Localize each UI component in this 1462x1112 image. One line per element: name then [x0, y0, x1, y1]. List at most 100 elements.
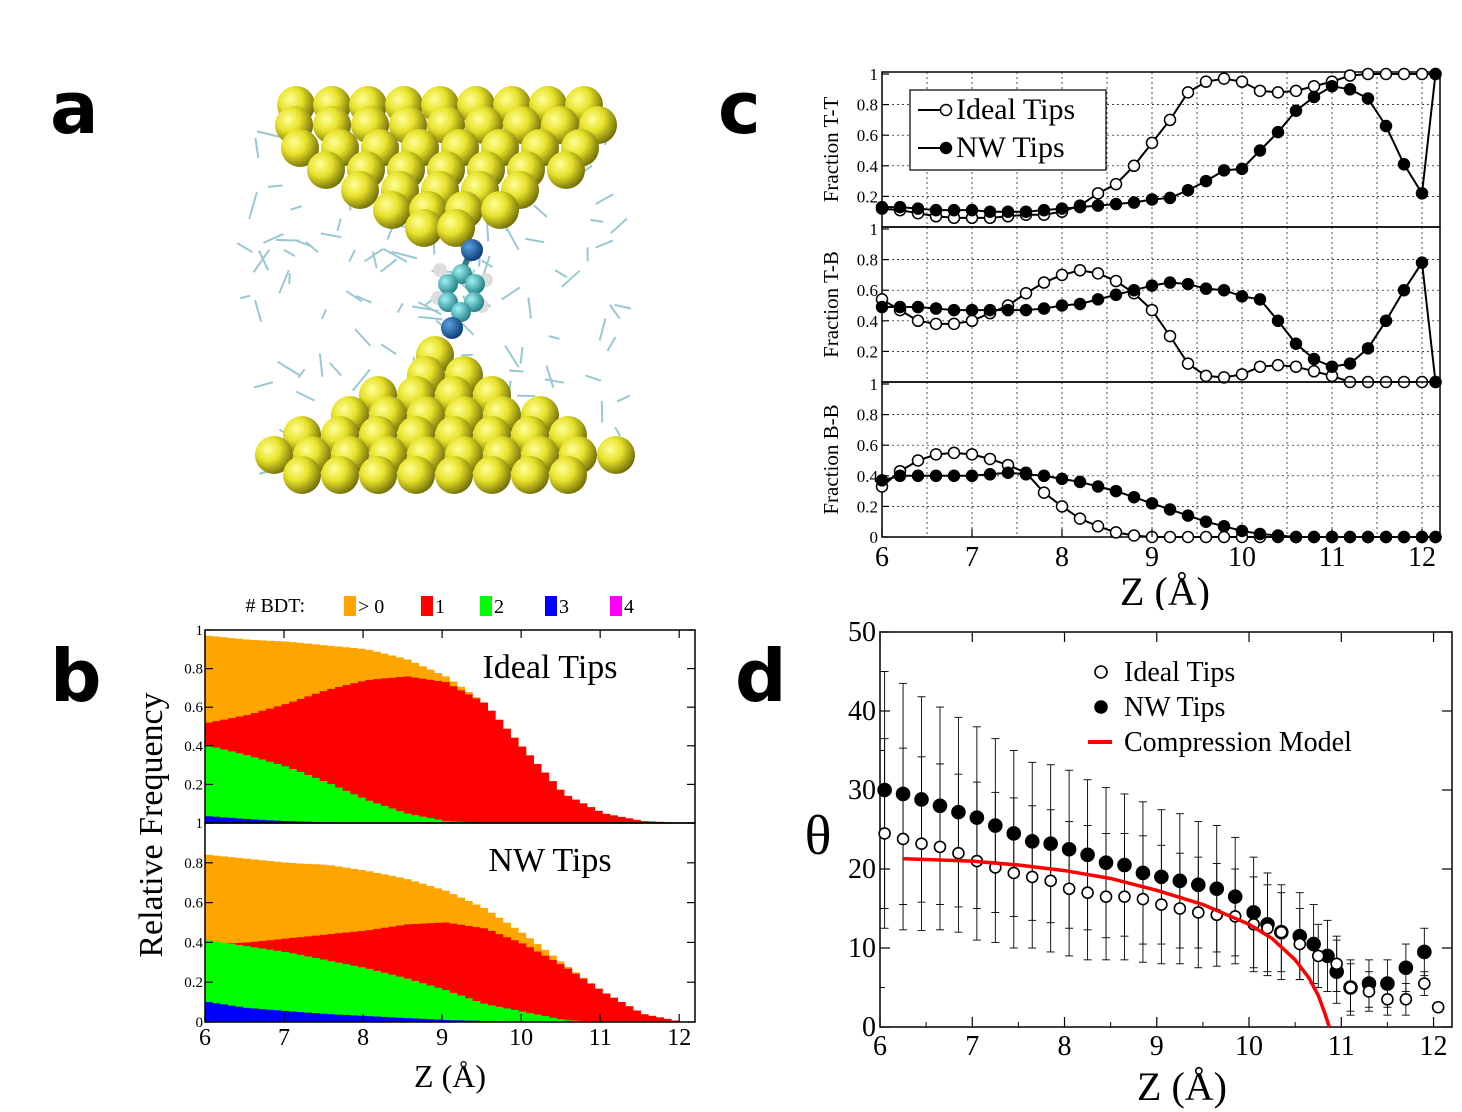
data-point-ideal	[1271, 86, 1285, 99]
legend-label: NW Tips	[1124, 692, 1225, 723]
data-point-nw	[1037, 302, 1051, 315]
gold-atom	[597, 436, 635, 474]
panel-d-chart: 0 10 20 30 40 50 6 7 8 9 10 11 12 Ideal Tips NW Tips Co…	[805, 617, 1453, 1109]
data-point-nw	[1127, 490, 1141, 504]
data-point-ideal	[1311, 949, 1325, 963]
data-point-nw	[1397, 158, 1411, 171]
x-tick-label: 6	[199, 1025, 211, 1051]
ligand-stick	[258, 250, 270, 271]
data-point-nw	[1109, 288, 1123, 302]
legend-label: Ideal Tips	[956, 93, 1075, 126]
ligand-stick	[329, 362, 342, 377]
x-tick-label: 7	[965, 1031, 979, 1062]
y-tick-label: 0.4	[184, 935, 203, 951]
data-point-ideal	[1275, 925, 1288, 939]
data-point-ideal	[1289, 360, 1303, 373]
data-point-nw	[1199, 282, 1213, 295]
data-point-ideal	[929, 317, 943, 331]
ligand-stick	[545, 365, 555, 388]
data-point-nw	[1217, 520, 1231, 533]
data-point-nw	[1055, 472, 1069, 486]
data-point-ideal	[1055, 500, 1069, 513]
data-point-nw	[911, 300, 925, 314]
data-point-nw	[1397, 283, 1411, 297]
data-point-nw	[875, 200, 889, 214]
data-point-ideal	[1397, 67, 1411, 81]
y-tick-label: 0.8	[857, 251, 878, 270]
data-point-ideal	[929, 448, 943, 461]
ligand-stick	[527, 297, 532, 319]
series-line-ideal	[881, 451, 1436, 538]
x-axis-label: Z (Å)	[1137, 1064, 1227, 1109]
y-tick-label: 0.2	[184, 777, 203, 793]
data-point-ideal	[1181, 86, 1195, 99]
data-point-nw	[893, 200, 907, 214]
data-point-nw	[1181, 277, 1195, 291]
y-tick-label: 10	[848, 933, 876, 964]
y-tick-label: 0.2	[857, 187, 878, 206]
data-point-ideal	[1399, 993, 1413, 1006]
data-point-nw	[1163, 503, 1177, 516]
y-axis-label: Fraction T-B	[819, 251, 843, 358]
ligand-stick	[461, 353, 473, 357]
y-tick-label: 0.4	[857, 312, 879, 331]
gold-atom	[405, 209, 443, 247]
data-point-nw	[1307, 530, 1321, 544]
molecular-junction-image	[236, 86, 635, 494]
data-point-ideal	[1062, 882, 1076, 896]
gold-atom	[437, 209, 475, 247]
y-tick-label: 0.6	[857, 281, 878, 300]
ligand-stick	[297, 368, 306, 379]
ligand-stick	[354, 328, 372, 347]
x-tick-label: 11	[1319, 542, 1346, 573]
legend-title: # BDT:	[245, 595, 305, 617]
data-point-ideal	[952, 846, 965, 860]
x-tick-label: 10	[1235, 1031, 1263, 1062]
x-tick-label: 12	[1420, 1031, 1448, 1062]
y-axis-label: Relative Frequency	[133, 692, 170, 957]
data-point-nw	[1429, 67, 1442, 81]
y-tick-label: 40	[848, 696, 876, 727]
y-tick-label: 1	[870, 375, 879, 394]
data-point-nw	[911, 202, 925, 215]
data-point-ideal	[1127, 159, 1141, 173]
data-point-ideal	[1007, 866, 1021, 880]
legend-marker	[939, 103, 953, 117]
data-point-ideal	[1418, 977, 1431, 990]
gold-tip-top	[275, 86, 617, 247]
ligand-stick	[417, 301, 442, 316]
ligand-stick	[288, 272, 291, 285]
data-point-nw	[1289, 530, 1303, 544]
ligand-stick	[609, 304, 621, 320]
ligand-stick	[610, 217, 628, 234]
ligand-stick	[254, 137, 260, 159]
legend-label: > 0	[358, 596, 384, 618]
ligand-stick	[240, 294, 251, 300]
data-point-nw	[1361, 92, 1375, 105]
data-point-ideal	[1191, 906, 1205, 919]
data-point-nw	[1235, 290, 1249, 303]
data-point-nw	[929, 469, 943, 483]
data-point-ideal	[1163, 329, 1177, 343]
data-point-ideal	[1253, 360, 1267, 373]
gold-atom	[547, 151, 585, 189]
data-point-nw	[1001, 303, 1015, 317]
data-point-ideal	[1099, 890, 1113, 903]
gold-atom	[283, 456, 321, 494]
data-point-ideal	[1037, 276, 1051, 289]
x-tick-label: 7	[965, 542, 979, 573]
y-axis-label: Fraction T-T	[819, 97, 843, 203]
ligand-stick	[532, 204, 548, 218]
y-tick-label: 0.6	[184, 700, 203, 716]
data-point-nw	[1253, 293, 1267, 306]
x-tick-label: 7	[278, 1025, 290, 1051]
data-point-nw	[1109, 484, 1123, 498]
data-point-nw	[1019, 468, 1033, 481]
data-point-nw	[1343, 530, 1357, 544]
data-point-nw	[929, 302, 943, 315]
data-point-ideal	[1235, 368, 1249, 381]
data-point-nw	[983, 468, 997, 481]
gold-atom	[397, 456, 435, 494]
data-point-nw	[947, 203, 961, 217]
data-point-nw	[1307, 90, 1321, 104]
